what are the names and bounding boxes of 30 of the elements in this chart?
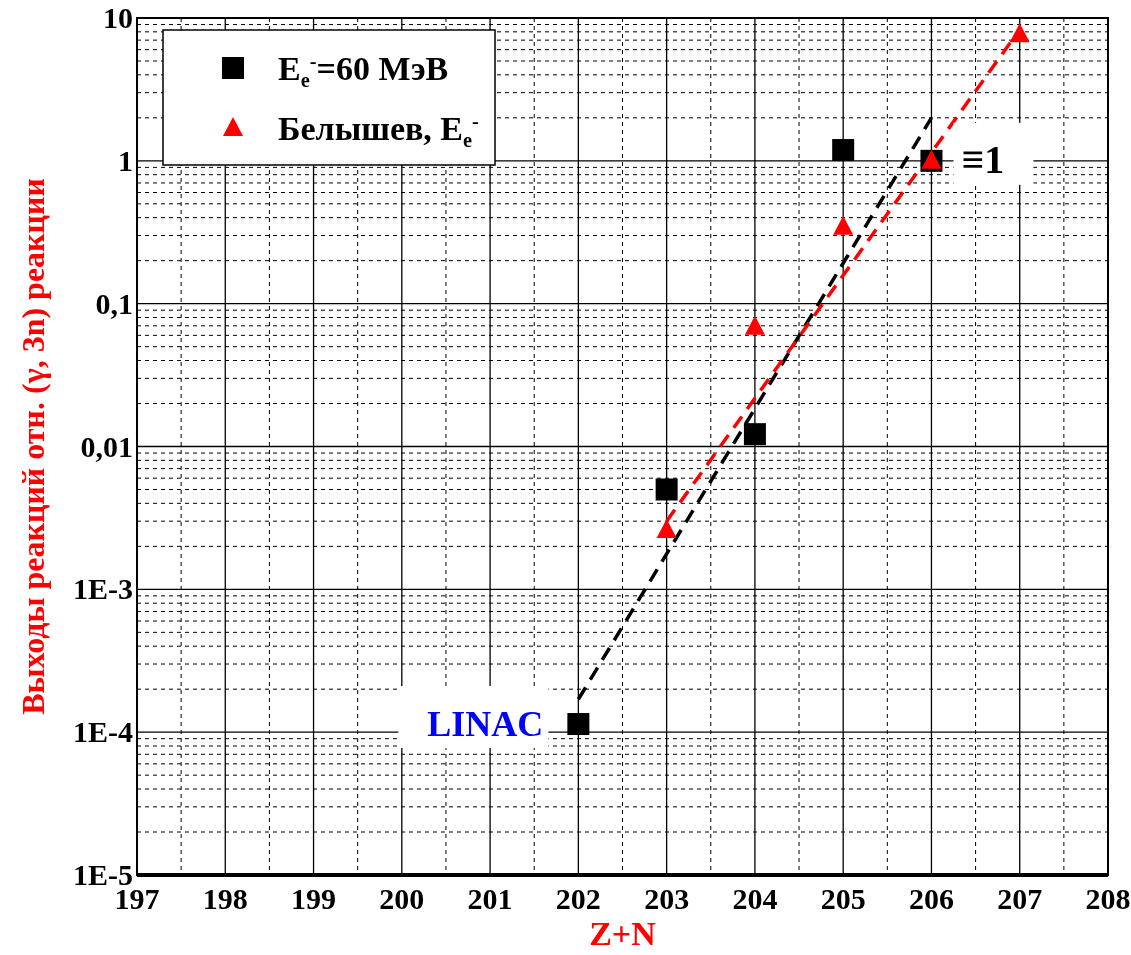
- point: [656, 519, 677, 539]
- y-tick-label: 1: [118, 143, 133, 177]
- point: [743, 423, 766, 446]
- point: [655, 478, 678, 501]
- x-tick-label: 208: [1085, 882, 1131, 915]
- x-tick-label: 200: [379, 882, 425, 915]
- point: [744, 315, 765, 335]
- y-tick-label: 0,1: [95, 286, 133, 320]
- x-axis-title: Z+N: [589, 915, 657, 952]
- y-tick-label: 1E-3: [73, 572, 133, 606]
- y-axis-title: Выходы реакций отн. (γ, 3n) реакции: [15, 178, 51, 715]
- x-tick-label: 206: [908, 882, 954, 915]
- x-tick-label: 207: [997, 882, 1043, 915]
- x-tick-label: 198: [202, 882, 248, 915]
- x-tick-label: 204: [732, 882, 778, 915]
- y-tick-label: 10: [103, 1, 133, 34]
- x-tick-label: 202: [555, 882, 601, 915]
- x-tick-label: 201: [467, 882, 513, 915]
- legend-label: E$_{e}$$^{-}$=60 МэВ: [278, 50, 449, 91]
- point: [567, 713, 590, 736]
- y-tick-label: 0,01: [80, 429, 133, 463]
- annotation: ≡1: [961, 136, 1005, 182]
- y-tick-label: 1E-4: [73, 715, 133, 749]
- x-tick-label: 199: [291, 882, 337, 915]
- x-tick-label: 205: [820, 882, 866, 915]
- annotation: LINAC: [427, 704, 544, 745]
- x-tick-label: 203: [644, 882, 690, 915]
- point: [832, 139, 855, 162]
- point: [1009, 23, 1030, 43]
- point: [833, 215, 854, 235]
